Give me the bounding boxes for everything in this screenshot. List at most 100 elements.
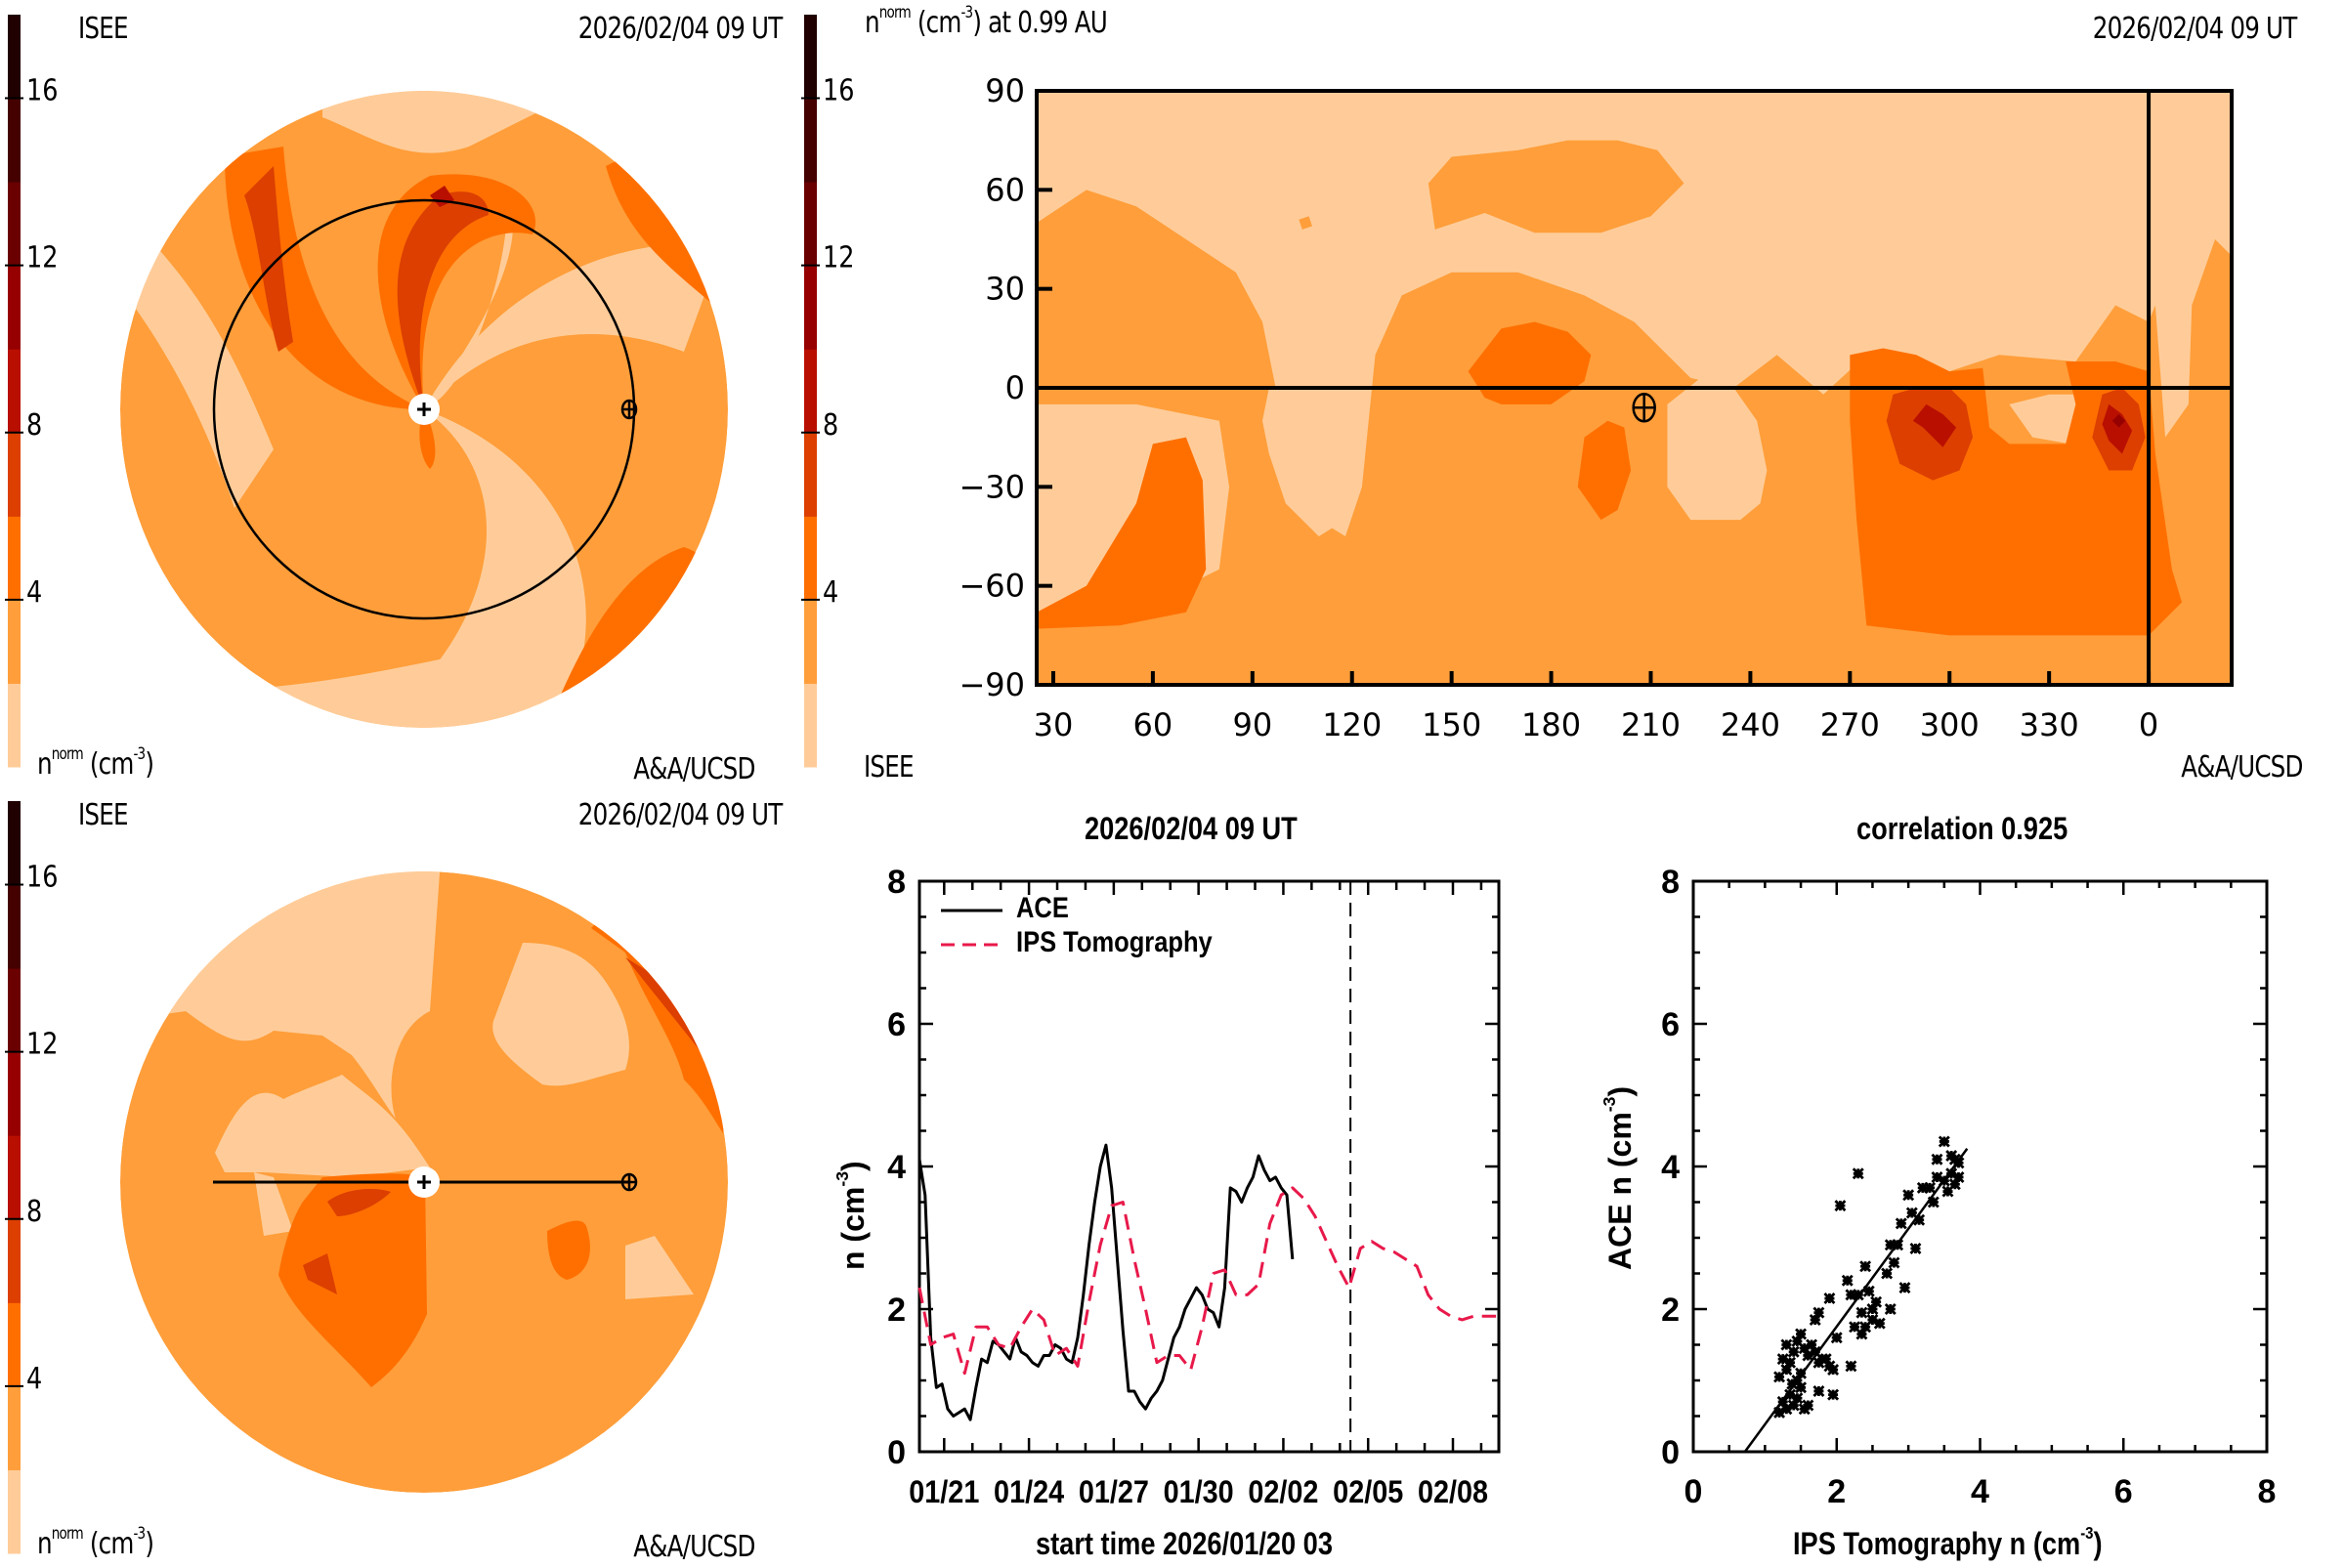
- colorbar-band: [804, 516, 817, 601]
- colorbar-band: [8, 683, 21, 768]
- contour-level-4: [1037, 437, 1207, 629]
- scatter-point: [1870, 1295, 1883, 1308]
- scatter-point: [1849, 1321, 1861, 1334]
- x-tick-label: 270: [1820, 706, 1880, 743]
- colorbar-tick-label: 16: [823, 73, 854, 108]
- credit-label: A&A/UCSD: [633, 752, 756, 786]
- scatter-point: [1892, 1239, 1904, 1251]
- source-label: ISEE: [864, 750, 915, 784]
- scatter-point: [1941, 1185, 1954, 1198]
- scatter-point: [1884, 1239, 1897, 1251]
- scatter-point: [1784, 1388, 1797, 1401]
- colorbar-band: [804, 432, 817, 517]
- contour-level-4: [278, 1173, 427, 1387]
- sun-cross-icon: [417, 403, 431, 416]
- y-tick-label: 30: [985, 271, 1025, 308]
- contour-level-4: [547, 1220, 590, 1280]
- colorbar-tick-label: 12: [26, 1027, 58, 1062]
- colorbar-unit-label: nnorm (cm-3): [37, 744, 154, 782]
- scatter-point: [1916, 1181, 1929, 1194]
- colorbar-band: [804, 98, 817, 183]
- colorbar-band: [804, 683, 817, 768]
- colorbar-band: [8, 1218, 21, 1303]
- x-tick-label: 4: [1971, 1473, 1989, 1510]
- earth-cross: [622, 1174, 636, 1190]
- y-tick-label: −60: [959, 568, 1025, 605]
- colorbar-unit-label: nnorm (cm-3): [37, 1524, 154, 1561]
- y-tick-label: 6: [887, 1006, 906, 1043]
- scatter-point: [1931, 1153, 1943, 1165]
- source-label: ISEE: [78, 798, 129, 832]
- credit-label: A&A/UCSD: [2181, 750, 2304, 784]
- scatter-point: [1780, 1364, 1793, 1377]
- contour-level-0: [492, 943, 629, 1086]
- colorbar-band: [8, 599, 21, 684]
- scatter-point: [1845, 1360, 1857, 1373]
- colorbar-band: [8, 1302, 21, 1387]
- contour-level-0: [215, 1075, 430, 1177]
- y-tick-label: −90: [959, 666, 1025, 703]
- x-tick-label: 01/27: [1079, 1475, 1149, 1510]
- axes: 00 2 2 4 4 6 6 8 8: [1661, 864, 2276, 1510]
- scatter-point: [1787, 1345, 1800, 1358]
- scatter-point: [1938, 1135, 1950, 1148]
- x-tick-label: 6: [2114, 1473, 2133, 1510]
- contour-level-6: [397, 191, 489, 409]
- scatter-point: [1809, 1345, 1821, 1358]
- contour-level-0: [120, 645, 547, 728]
- series-ace-line: [917, 1143, 1295, 1421]
- y-tick-label: 4: [887, 1149, 906, 1186]
- scatter-point: [1784, 1356, 1797, 1369]
- scatter-point: [1841, 1274, 1854, 1287]
- colorbar-band: [804, 599, 817, 684]
- chart-title: correlation 0.925: [1856, 811, 2068, 846]
- contour-level-8: [1912, 403, 1957, 447]
- scatter-point: [1866, 1313, 1879, 1326]
- x-axis-label: start time 2026/01/20 03: [1036, 1526, 1333, 1561]
- colorbar-band: [804, 349, 817, 434]
- scatter-point: [1819, 1353, 1832, 1366]
- map-title: nnorm (cm-3) at 0.99 AU: [865, 3, 1108, 40]
- scatter-point: [1852, 1167, 1864, 1180]
- scatter-point: [1830, 1332, 1843, 1344]
- scatter-point: [1859, 1321, 1872, 1334]
- x-tick-label: 0: [2139, 706, 2158, 743]
- scatter-point: [1852, 1289, 1864, 1301]
- scatter-point: [1809, 1313, 1821, 1326]
- colorbar-tick-label: 4: [26, 574, 42, 610]
- x-tick-label: 2: [1827, 1473, 1846, 1510]
- x-tick-label: 60: [1133, 706, 1173, 743]
- scatter-point: [1845, 1289, 1857, 1301]
- scatter-point: [1802, 1349, 1814, 1362]
- scatter-point: [1795, 1367, 1808, 1379]
- ecliptic-density-disk: [120, 91, 728, 728]
- x-axis-label: IPS Tomography n (cm-3): [1793, 1523, 2103, 1561]
- contour-level-10: [2111, 414, 2126, 428]
- scatter-point: [1834, 1200, 1847, 1212]
- contour-level-8: [2102, 403, 2133, 454]
- contour-level-4: [1577, 420, 1632, 521]
- scatter-point: [1798, 1342, 1811, 1355]
- scatter-point: [1913, 1213, 1926, 1226]
- colorbar-tick-label: 16: [26, 860, 58, 895]
- colorbar-tick-label: 8: [26, 1194, 42, 1229]
- chart-title: 2026/02/04 09 UT: [1085, 811, 1298, 846]
- y-tick-label: 8: [1661, 864, 1680, 901]
- scatter-point: [1773, 1371, 1786, 1383]
- x-tick-label: 240: [1721, 706, 1780, 743]
- contour-level-6: [244, 166, 293, 352]
- scatter-point: [1873, 1317, 1886, 1330]
- scatter-point: [1902, 1189, 1915, 1202]
- colorbar-tick-label: 12: [26, 240, 58, 275]
- colorbar-band: [804, 265, 817, 350]
- contour-level-6: [327, 1189, 391, 1216]
- scatter-point: [1945, 1167, 1958, 1180]
- scatter-point: [1948, 1178, 1961, 1191]
- colorbar-band: [8, 98, 21, 183]
- scatter-point: [1888, 1256, 1900, 1269]
- x-tick-label: 01/24: [994, 1475, 1064, 1510]
- credit-label: A&A/UCSD: [633, 1530, 756, 1564]
